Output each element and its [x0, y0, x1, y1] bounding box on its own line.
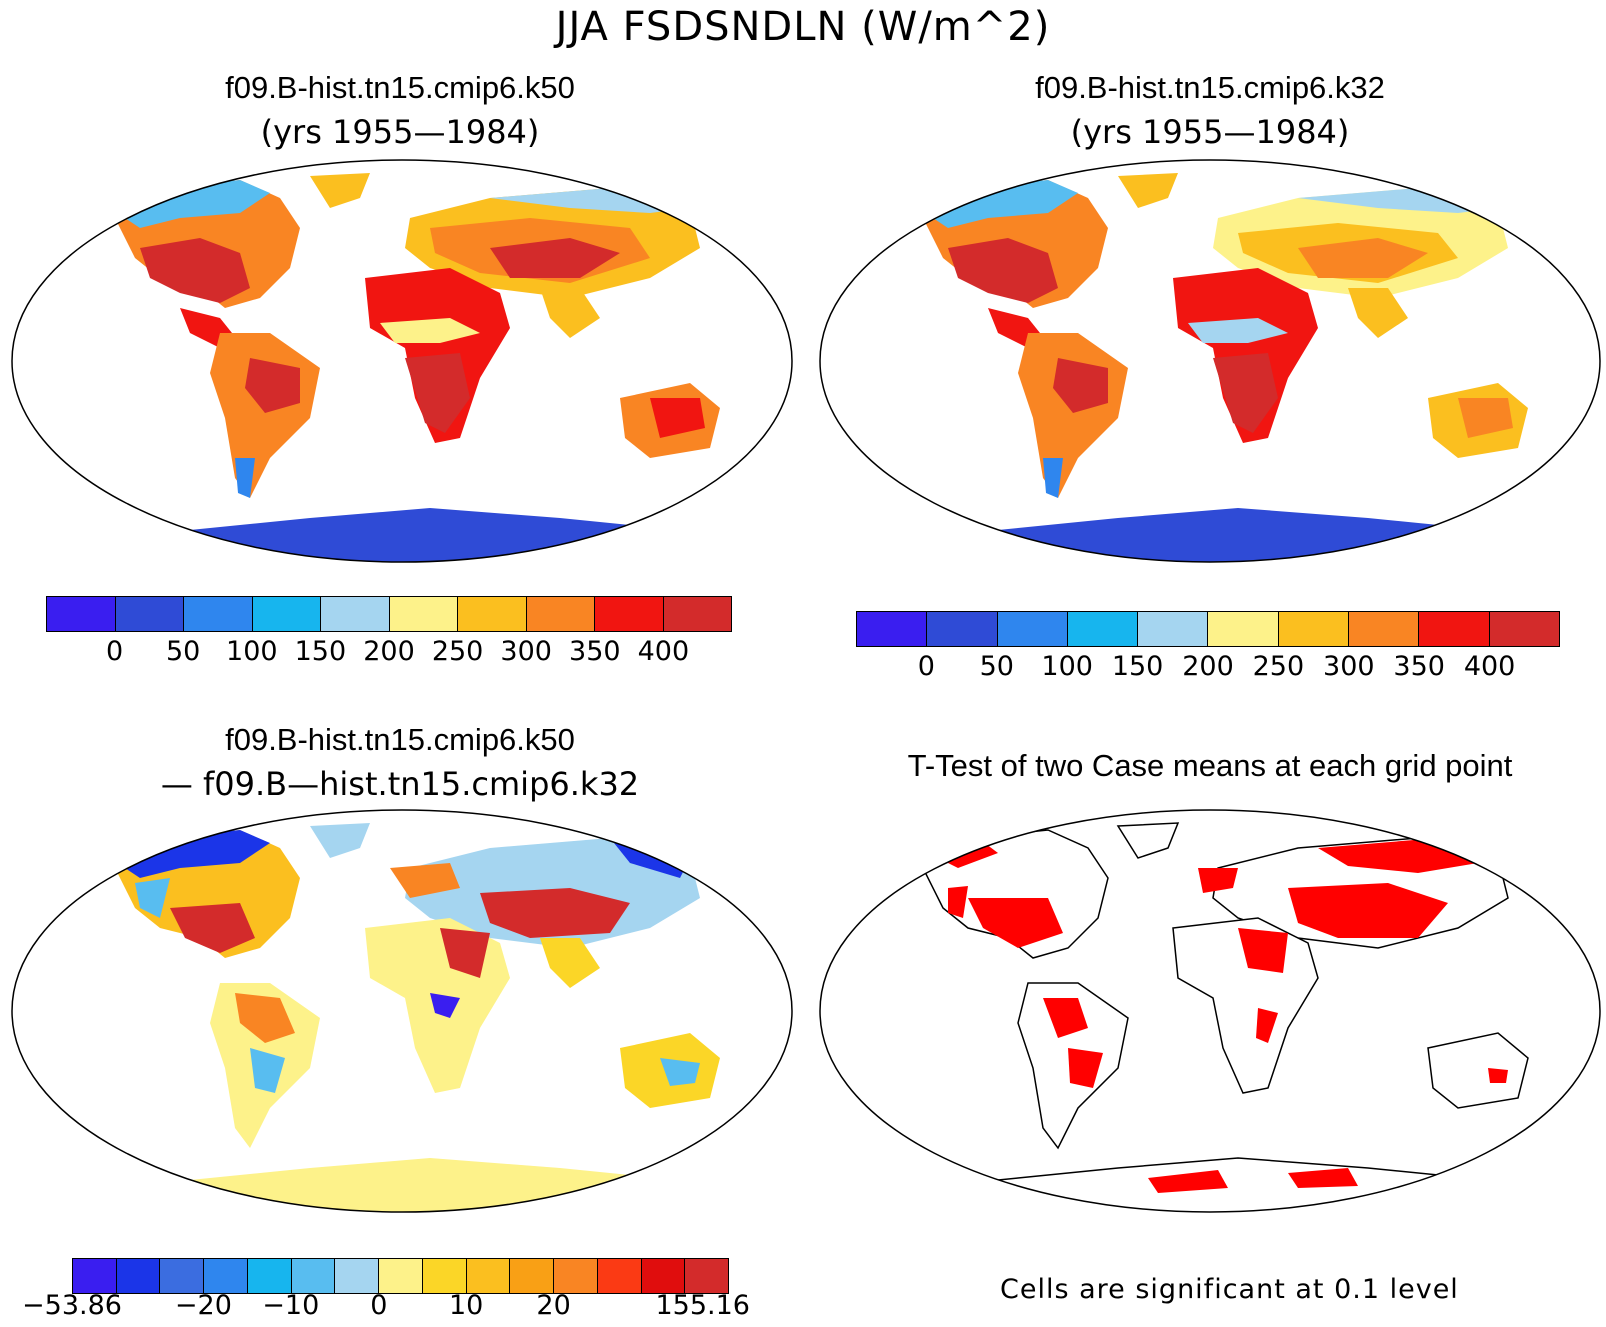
colorbar-swatch: [1138, 612, 1209, 646]
colorbar-swatch: [291, 1259, 336, 1293]
tick-label: 200: [363, 636, 415, 667]
map-top-right: [819, 159, 1601, 563]
colorbar-top-left: [46, 596, 732, 632]
tick-label: 300: [500, 636, 552, 667]
tick-label: 0: [370, 1290, 388, 1321]
colorbar-swatch: [160, 1259, 205, 1293]
colorbar-swatch: [204, 1259, 248, 1293]
colorbar-swatch: [927, 612, 998, 646]
colorbar-swatch: [554, 1259, 598, 1293]
colorbar-swatch: [685, 1259, 729, 1293]
tick-label: 400: [637, 636, 690, 667]
panel-title-bottom-right: T-Test of two Case means at each grid po…: [907, 748, 1513, 783]
tick-label: 0: [106, 636, 124, 667]
colorbar-swatch: [115, 597, 184, 631]
map-bottom-left: [11, 809, 793, 1213]
tick-label: 350: [569, 636, 621, 667]
map-top-left: [11, 159, 793, 563]
tick-label: 250: [431, 636, 484, 667]
colorbar-swatch: [466, 1259, 511, 1293]
colorbar-swatch: [857, 612, 928, 646]
tick-label: 300: [1323, 651, 1375, 682]
panel-title-top-left: f09.B-hist.tn15.cmip6.k50: [225, 70, 575, 105]
figure-title: JJA FSDSNDLN (W/m^2): [555, 4, 1051, 50]
colorbar-swatch: [252, 597, 321, 631]
colorbar-swatch: [458, 597, 527, 631]
tick-label: 400: [1463, 651, 1516, 682]
colorbar-top-right: [856, 611, 1560, 647]
tick-label: 10: [449, 1290, 484, 1321]
panel-title-top-right: f09.B-hist.tn15.cmip6.k32: [1035, 70, 1385, 105]
colorbar-swatch: [379, 1259, 423, 1293]
colorbar-bottom-left: [72, 1258, 729, 1294]
tick-label: 155.16: [655, 1290, 750, 1321]
colorbar-swatch: [321, 597, 390, 631]
colorbar-swatch: [1419, 612, 1490, 646]
colorbar-swatch: [1067, 612, 1139, 646]
colorbar-swatch: [526, 597, 595, 631]
panel-title-bottom-left: f09.B-hist.tn15.cmip6.k50: [225, 722, 575, 757]
colorbar-swatch: [663, 597, 731, 631]
panel-subtitle-bottom-left: — f09.B—hist.tn15.cmip6.k32: [160, 765, 640, 803]
colorbar-swatch: [1489, 612, 1559, 646]
colorbar-swatch: [73, 1259, 117, 1293]
colorbar-swatch: [1349, 612, 1420, 646]
colorbar-swatch: [597, 1259, 642, 1293]
tick-label: 150: [1111, 651, 1164, 682]
colorbar-swatch: [47, 597, 116, 631]
panel-subtitle-top-right: (yrs 1955—1984): [1070, 113, 1350, 151]
tick-label: 100: [1041, 651, 1093, 682]
colorbar-swatch: [335, 1259, 380, 1293]
tick-label: 20: [536, 1290, 571, 1321]
tick-label: −53.86: [22, 1290, 122, 1321]
colorbar-ticks-top-right: 0 50 100 150 200 250 300 350 400: [856, 651, 1560, 687]
map-bottom-right: [819, 809, 1601, 1213]
tick-label: 150: [294, 636, 347, 667]
tick-label: 250: [1252, 651, 1305, 682]
colorbar-swatch: [1208, 612, 1279, 646]
tick-label: 50: [166, 636, 201, 667]
colorbar-swatch: [510, 1259, 555, 1293]
tick-label: 200: [1182, 651, 1234, 682]
colorbar-ticks-top-left: 0 50 100 150 200 250 300 350 400: [46, 636, 732, 672]
tick-label: 100: [226, 636, 278, 667]
significance-note: Cells are significant at 0.1 level: [1000, 1274, 1459, 1305]
colorbar-swatch: [116, 1259, 161, 1293]
colorbar-swatch: [422, 1259, 467, 1293]
panel-subtitle-top-left: (yrs 1955—1984): [260, 113, 540, 151]
colorbar-swatch: [641, 1259, 686, 1293]
colorbar-swatch: [595, 597, 664, 631]
tick-label: −20: [174, 1290, 232, 1321]
tick-label: 50: [979, 651, 1014, 682]
colorbar-ticks-bottom-left: −53.86 −20 −10 0 10 20 155.16: [22, 1290, 750, 1326]
colorbar-swatch: [389, 597, 458, 631]
tick-label: 0: [917, 651, 935, 682]
colorbar-swatch: [997, 612, 1068, 646]
colorbar-swatch: [184, 597, 253, 631]
colorbar-swatch: [247, 1259, 292, 1293]
tick-label: 350: [1393, 651, 1445, 682]
colorbar-swatch: [1278, 612, 1350, 646]
tick-label: −10: [262, 1290, 320, 1321]
